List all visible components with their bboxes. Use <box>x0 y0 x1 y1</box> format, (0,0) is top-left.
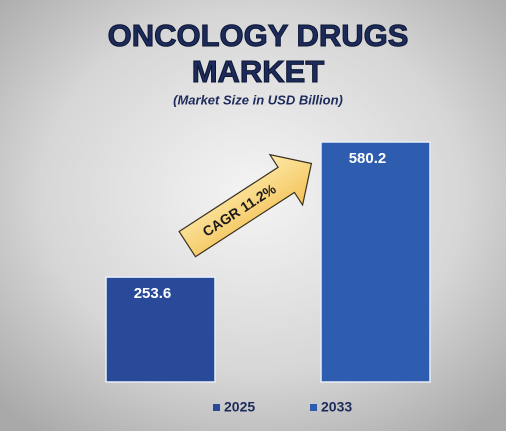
legend-swatch <box>213 404 220 411</box>
chart-title: MARKET <box>192 54 325 89</box>
value-label: 580.2 <box>349 150 387 167</box>
bar <box>105 276 216 383</box>
chart-subtitle: (Market Size in USD Billion) <box>173 92 343 107</box>
legend-label: 2025 <box>224 399 255 415</box>
chart-title: ONCOLOGY DRUGS <box>108 18 409 53</box>
legend-swatch <box>310 404 317 411</box>
arrow-shape <box>178 153 313 258</box>
value-label: 253.6 <box>134 285 172 302</box>
title-group: ONCOLOGY DRUGS MARKET <box>107 18 409 90</box>
legend-label: 2033 <box>321 399 352 415</box>
bar <box>320 141 431 383</box>
